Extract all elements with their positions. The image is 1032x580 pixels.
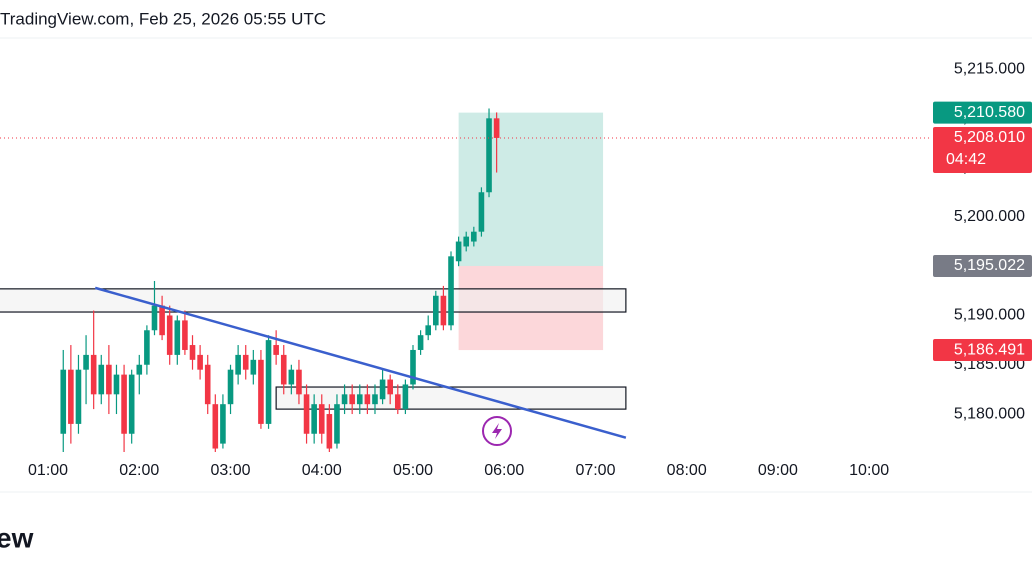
candle-body <box>60 369 67 434</box>
countdown: 04:42 <box>946 151 986 168</box>
candle-body <box>128 374 135 434</box>
zone <box>275 386 627 410</box>
candle-body <box>227 369 234 405</box>
candle-body <box>410 349 416 385</box>
candle-body <box>455 241 462 262</box>
candle-body <box>98 364 105 395</box>
candle-body <box>220 404 226 444</box>
candle-body <box>478 192 485 232</box>
y-tick-label: 5,190.000 <box>954 307 1025 324</box>
zone <box>0 288 627 313</box>
candle-body <box>90 354 97 395</box>
candle-body <box>189 345 196 360</box>
candle-body <box>182 320 188 350</box>
candle-body <box>341 394 348 405</box>
candle-body <box>265 340 272 424</box>
price-label-box <box>933 101 1032 124</box>
candle-body <box>212 404 219 449</box>
candle-body <box>440 295 447 326</box>
candle-body <box>242 354 249 370</box>
plot <box>0 108 930 452</box>
candle-body <box>471 231 477 242</box>
candle-body <box>288 369 295 385</box>
candle-body <box>197 354 203 370</box>
candle-body <box>334 404 340 444</box>
x-tick-label: 08:00 <box>667 462 707 479</box>
candle-body <box>296 369 302 395</box>
x-tick-label: 01:00 <box>28 462 68 479</box>
candle-body <box>448 256 454 326</box>
price-label: 5,186.491 <box>954 341 1025 358</box>
candle-body <box>326 414 333 449</box>
candle-body <box>121 374 127 434</box>
y-tick-label: 5,200.000 <box>954 208 1025 225</box>
candle-body <box>394 394 401 410</box>
x-tick-label: 07:00 <box>575 462 615 479</box>
price-label: 5,208.010 <box>954 129 1025 146</box>
candle-body <box>379 379 386 400</box>
candle-body <box>113 374 120 395</box>
price-label-box <box>933 339 1032 362</box>
event-icon <box>482 416 512 446</box>
candle-body <box>417 335 424 350</box>
position-profit <box>458 112 604 266</box>
candle-body <box>493 118 500 138</box>
x-tick-label: 02:00 <box>119 462 159 479</box>
y-tick-label: 5,180.000 <box>954 405 1025 422</box>
x-tick-label: 05:00 <box>393 462 433 479</box>
candle-body <box>106 364 112 395</box>
trendline <box>94 286 627 439</box>
price-label-box <box>933 126 1032 173</box>
x-tick-label: 03:00 <box>210 462 250 479</box>
candle-body <box>311 404 317 434</box>
candle-body <box>372 394 378 405</box>
candle-body <box>151 305 158 331</box>
candle-body <box>356 394 363 405</box>
candle-body <box>166 315 173 355</box>
candle-body <box>235 354 241 375</box>
candle-body <box>204 364 211 405</box>
candle-body <box>387 379 393 395</box>
price-label: 5,210.580 <box>954 104 1025 121</box>
candle-body <box>425 325 432 336</box>
candle-body <box>303 394 310 434</box>
candle-body <box>68 369 74 424</box>
candle-body <box>258 359 264 424</box>
y-tick-label: 5,215.000 <box>954 60 1025 77</box>
candle-body <box>364 394 371 405</box>
candle-body <box>273 345 279 355</box>
candle-body <box>159 305 165 336</box>
candle-body <box>463 236 470 247</box>
x-tick-label: 09:00 <box>758 462 798 479</box>
candle-body <box>136 364 143 375</box>
candle-body <box>83 354 89 370</box>
candle-body <box>402 384 409 410</box>
candle-body <box>349 394 355 405</box>
price-label-box <box>933 254 1032 277</box>
candle-body <box>318 404 325 434</box>
candle-body <box>144 330 150 365</box>
candle-body <box>433 295 439 326</box>
chart-title: TradingView.com, Feb 25, 2026 05:55 UTC <box>0 9 326 28</box>
x-tick-label: 10:00 <box>849 462 889 479</box>
axes: 5,180.0005,185.0005,190.0005,195.0005,20… <box>28 60 1032 479</box>
price-label: 5,195.022 <box>954 257 1025 274</box>
x-tick-label: 04:00 <box>302 462 342 479</box>
candle-body <box>486 118 492 193</box>
candle-body <box>75 369 82 424</box>
candle-body <box>250 359 257 375</box>
candle-body <box>174 320 181 355</box>
x-tick-label: 06:00 <box>484 462 524 479</box>
brand: ew <box>0 522 34 553</box>
candle-body <box>280 354 287 385</box>
